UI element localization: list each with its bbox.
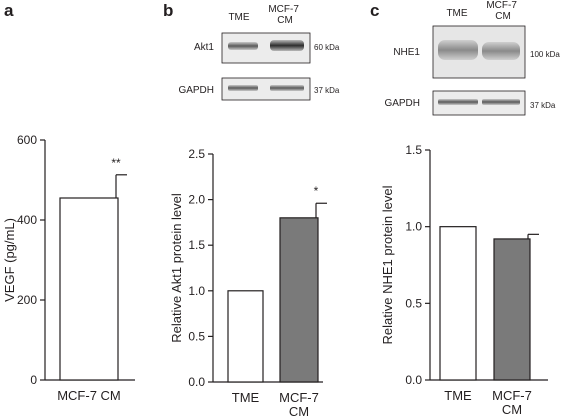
blot-c-gapdh-band-mcf7	[482, 99, 520, 105]
western-blot-c: TME MCF-7 CM NHE1 100 kDa GAPDH 37 kDa	[384, 0, 560, 116]
chart-b-ytick-label-0: 0.0	[188, 375, 205, 389]
blot-b-akt1-band-tme	[228, 42, 258, 50]
chart-c-bar-1	[493, 238, 531, 381]
chart-a-ytick-label-2: 400	[17, 213, 37, 227]
blot-b-lane-2-line-1: MCF-7	[268, 4, 299, 15]
blot-b-protein-label-akt1: Akt1	[194, 42, 214, 53]
blot-c-gapdh-band-tme	[438, 99, 478, 105]
blot-b-lane-1-line-1: TME	[228, 12, 249, 23]
chart-c-ytick-label-3: 1.5	[405, 143, 422, 157]
panel-label-a: a	[4, 1, 14, 20]
chart-b-ytick-label-3: 1.5	[188, 238, 205, 252]
chart-c-ytick-label-2: 1.0	[405, 220, 422, 234]
blot-c-lane-2-line-1: MCF-7	[486, 0, 517, 11]
chart-c-xtick-label-0: TME	[444, 388, 472, 403]
blot-b-lane-label-1: TME	[228, 12, 249, 23]
chart-c-xtick-label-1-line-1: CM	[502, 402, 522, 417]
chart-a-significance-0: **	[111, 156, 121, 170]
chart-b-ytick-label-5: 2.5	[188, 147, 205, 161]
bar-chart-b: 0.0 0.5 1.0 1.5 2.0 2.5 Relative Akt1 protein …	[169, 147, 327, 419]
chart-a-ytick-label-1: 200	[17, 293, 37, 307]
chart-a-ytick-label-3: 600	[17, 133, 37, 147]
chart-b-ytick-label-1: 0.5	[188, 329, 205, 343]
bar-chart-a: 0 200 400 600 VEGF (pg/mL) ** MCF-7 CM	[2, 133, 135, 403]
chart-a-bar-0	[59, 197, 119, 381]
blot-b-akt1-band-mcf7	[270, 40, 304, 51]
chart-b-xtick-label-0: TME	[232, 390, 260, 405]
blot-c-size-label-nhe1: 100 kDa	[530, 50, 560, 59]
blot-c-nhe1-band-tme	[438, 40, 478, 60]
chart-c-ytick-label-1: 0.5	[405, 296, 422, 310]
blot-c-size-label-gapdh: 37 kDa	[530, 101, 556, 110]
western-blot-b: TME MCF-7 CM Akt1 60 kDa GAPDH 37 kDa	[178, 4, 340, 101]
blot-c-lane-label-2: MCF-7 CM	[486, 0, 519, 22]
chart-c-bar-0	[439, 226, 477, 381]
chart-b-significance-1: *	[314, 184, 319, 198]
chart-b-bar-0	[227, 290, 264, 383]
blot-b-lane-2-line-2: CM	[277, 15, 293, 26]
chart-b-xtick-label-1-line-0: MCF-7	[279, 390, 319, 405]
blot-c-lane-label-1: TME	[446, 8, 467, 19]
chart-a-xtick-label-0-line-0: MCF-7 CM	[57, 388, 121, 403]
chart-b-xtick-label-1-line-1: CM	[289, 404, 309, 419]
blot-b-gapdh-band-mcf7	[270, 85, 304, 91]
blot-b-size-label-akt1: 60 kDa	[314, 43, 340, 52]
blot-b-lane-label-2: MCF-7 CM	[268, 4, 301, 26]
chart-c-xtick-label-1-line-0: MCF-7	[492, 388, 532, 403]
chart-c-xtick-label-1: MCF-7 CM	[492, 388, 532, 417]
blot-b-gapdh-band-tme	[228, 85, 258, 91]
chart-b-xtick-label-0-line-0: TME	[232, 390, 260, 405]
blot-c-protein-label-gapdh: GAPDH	[384, 98, 420, 109]
chart-b-ytick-label-4: 2.0	[188, 193, 205, 207]
blot-c-nhe1-band-mcf7	[482, 42, 520, 60]
panel-label-c: c	[370, 1, 379, 20]
blot-b-protein-label-gapdh: GAPDH	[178, 85, 214, 96]
chart-c-xtick-label-0-line-0: TME	[444, 388, 472, 403]
chart-c-ylabel: Relative NHE1 protein level	[380, 185, 395, 344]
chart-b-ylabel: Relative Akt1 protein level	[169, 193, 184, 343]
chart-b-ytick-label-2: 1.0	[188, 284, 205, 298]
chart-a-ytick-label-0: 0	[30, 373, 37, 387]
bar-chart-c: 0.0 0.5 1.0 1.5 Relative NHE1 protein level T…	[380, 143, 548, 417]
chart-a-xtick-label-0: MCF-7 CM	[57, 388, 121, 403]
blot-b-gapdh-membrane	[221, 77, 311, 101]
chart-a-ylabel: VEGF (pg/mL)	[2, 218, 17, 302]
chart-b-bar-1	[279, 217, 319, 383]
blot-b-size-label-gapdh: 37 kDa	[314, 86, 340, 95]
chart-b-xtick-label-1: MCF-7 CM	[279, 390, 319, 419]
blot-c-protein-label-nhe1: NHE1	[393, 47, 420, 58]
blot-c-lane-1-line-1: TME	[446, 8, 467, 19]
blot-c-lane-2-line-2: CM	[495, 11, 511, 22]
chart-c-ytick-label-0: 0.0	[405, 373, 422, 387]
panel-label-b: b	[163, 1, 173, 20]
